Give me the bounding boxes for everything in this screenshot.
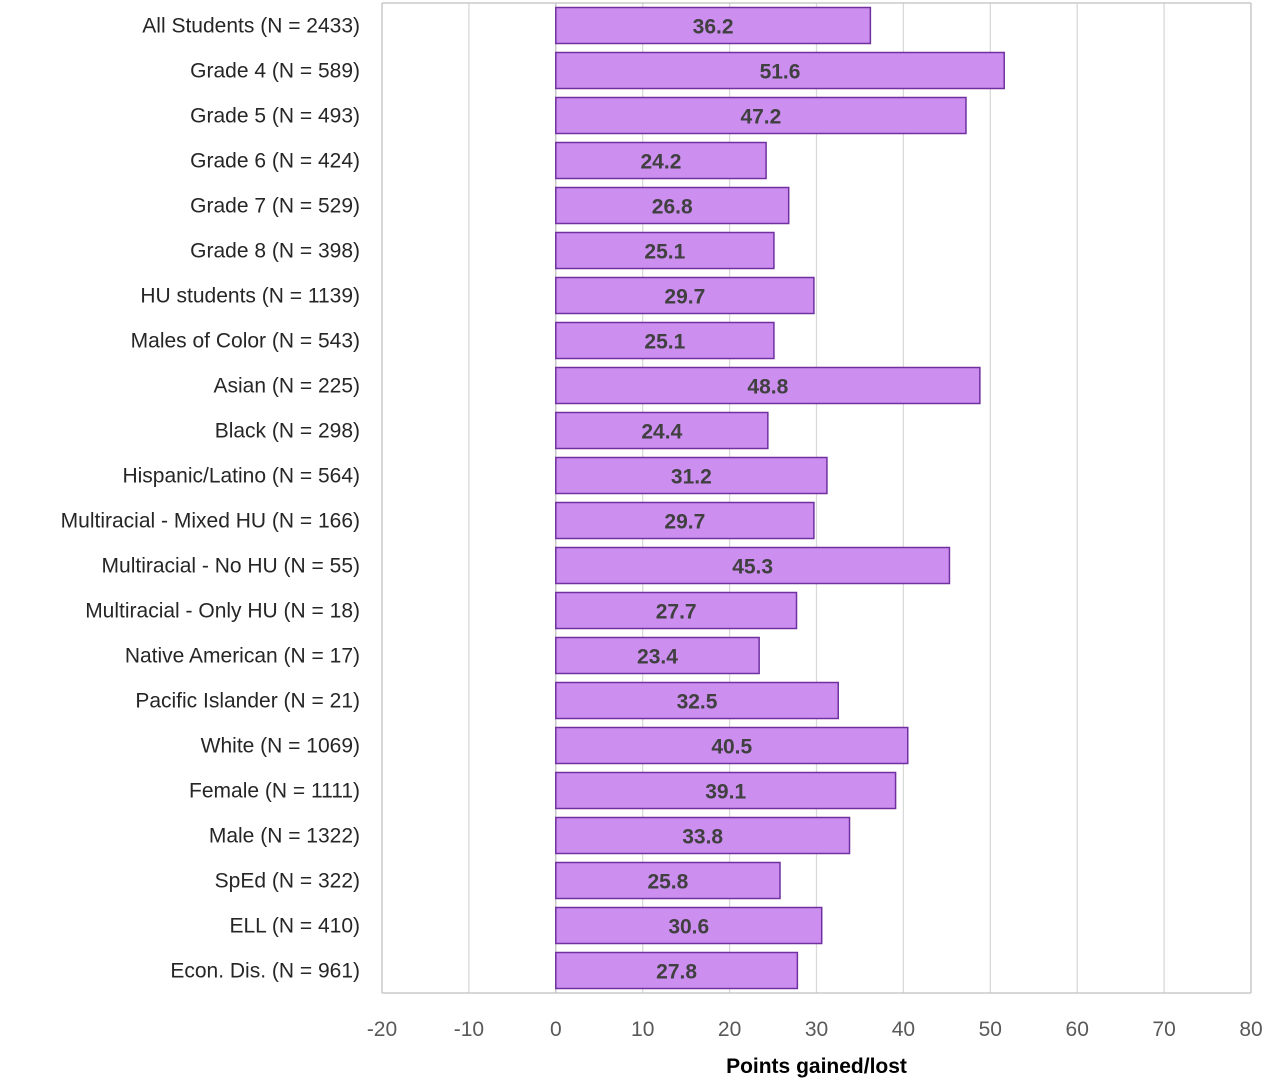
data-label: 33.8 [682, 826, 723, 849]
x-tick-label: 50 [979, 1018, 1002, 1041]
data-label: 48.8 [747, 376, 788, 399]
category-label: SpEd (N = 322) [215, 870, 360, 893]
category-label: Multiracial - Only HU (N = 18) [85, 600, 360, 623]
x-tick-label: 60 [1066, 1018, 1089, 1041]
x-tick-label: 80 [1239, 1018, 1262, 1041]
bar [555, 816, 851, 855]
bar [555, 276, 815, 315]
category-label: Grade 6 (N = 424) [190, 150, 360, 173]
data-label: 29.7 [664, 286, 705, 309]
bar [555, 366, 981, 405]
x-tick-label: 30 [805, 1018, 828, 1041]
category-label: Native American (N = 17) [125, 645, 360, 668]
data-label: 51.6 [760, 61, 801, 84]
data-label: 45.3 [732, 556, 773, 579]
bar [555, 861, 781, 900]
bar [555, 96, 967, 135]
bar [555, 456, 828, 495]
data-label: 25.1 [644, 331, 685, 354]
x-tick-label: 0 [550, 1018, 562, 1041]
data-label: 36.2 [693, 16, 734, 39]
bar [555, 546, 951, 585]
data-label: 25.1 [644, 241, 685, 264]
category-label: Grade 8 (N = 398) [190, 240, 360, 263]
data-label: 27.8 [656, 961, 697, 984]
bar [555, 681, 839, 720]
bar [555, 321, 775, 360]
data-label: 23.4 [637, 646, 678, 669]
x-tick-label: 40 [892, 1018, 915, 1041]
data-label: 29.7 [664, 511, 705, 534]
data-label: 27.7 [656, 601, 697, 624]
bars: 36.2 51.6 47.2 24.2 26.8 25.1 29.7 25.1 48.8 24.4… [555, 6, 1005, 990]
category-label: Black (N = 298) [215, 420, 360, 443]
category-label: ELL (N = 410) [229, 915, 360, 938]
data-label: 30.6 [668, 916, 709, 939]
x-tick-label: 70 [1152, 1018, 1175, 1041]
x-tick-label: -10 [454, 1018, 484, 1041]
x-axis-title: Points gained/lost [726, 1055, 907, 1078]
data-label: 24.4 [641, 421, 682, 444]
x-tick-label: 20 [718, 1018, 741, 1041]
category-label: Female (N = 1111) [189, 780, 360, 803]
category-label: Grade 4 (N = 589) [190, 60, 360, 83]
bar [555, 141, 767, 180]
x-tick-labels: -20 -10 0 10 20 30 40 50 60 70 80 [367, 1018, 1263, 1041]
data-label: 31.2 [671, 466, 712, 489]
category-label: Males of Color (N = 543) [131, 330, 360, 353]
bar [555, 906, 823, 945]
bar [555, 771, 897, 810]
bar [555, 591, 798, 630]
category-label: Econ. Dis. (N = 961) [170, 960, 360, 983]
category-label: Grade 7 (N = 529) [190, 195, 360, 218]
category-label: Grade 5 (N = 493) [190, 105, 360, 128]
category-label: All Students (N = 2433) [142, 15, 360, 38]
category-label: Asian (N = 225) [214, 375, 361, 398]
bar [555, 51, 1005, 90]
bar [555, 411, 769, 450]
bar [555, 501, 815, 540]
bar [555, 231, 775, 270]
bar [555, 951, 799, 990]
category-labels: All Students (N = 2433) Grade 4 (N = 589)… [61, 15, 360, 983]
data-label: 24.2 [641, 151, 682, 174]
category-label: White (N = 1069) [201, 735, 360, 758]
bar [555, 636, 760, 675]
bar [555, 726, 909, 765]
data-label: 40.5 [711, 736, 752, 759]
data-label: 39.1 [705, 781, 746, 804]
data-label: 26.8 [652, 196, 693, 219]
data-label: 47.2 [740, 106, 781, 129]
category-label: Pacific Islander (N = 21) [135, 690, 360, 713]
category-label: Multiracial - No HU (N = 55) [102, 555, 360, 578]
data-label: 32.5 [677, 691, 718, 714]
x-tick-label: 10 [631, 1018, 654, 1041]
category-label: Hispanic/Latino (N = 564) [122, 465, 360, 488]
bar [555, 186, 790, 225]
category-label: HU students (N = 1139) [140, 285, 360, 308]
category-label: Male (N = 1322) [209, 825, 360, 848]
category-label: Multiracial - Mixed HU (N = 166) [61, 510, 360, 533]
bar [555, 6, 872, 45]
x-tick-label: -20 [367, 1018, 397, 1041]
data-label: 25.8 [647, 871, 688, 894]
